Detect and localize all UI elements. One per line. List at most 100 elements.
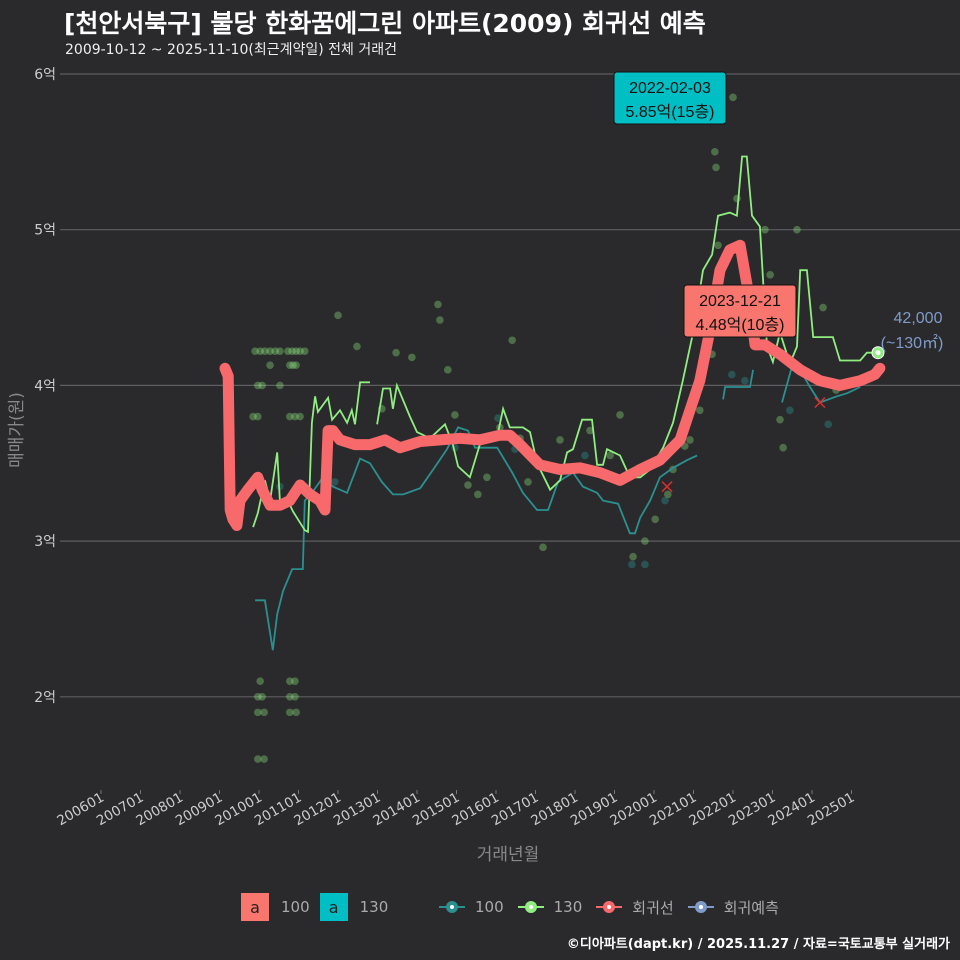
scatter-point-100: [628, 560, 636, 569]
scatter-point-130: [539, 543, 547, 552]
forecast-area-label: (~130㎡): [881, 334, 944, 352]
legend-lines: 100 130 회귀선 회귀예측: [437, 893, 791, 921]
legend-key-3: [687, 901, 714, 913]
scatter-point-130: [606, 451, 614, 460]
scatter-point-130: [766, 271, 774, 279]
caption: ©디아파트(dapt.kr) / 2025.11.27 / 자료=국토교통부 실…: [566, 937, 950, 952]
scatter-point-130: [776, 415, 784, 424]
scatter-point-100: [581, 451, 589, 460]
scatter-point-130: [276, 381, 284, 390]
series-line-130: [252, 155, 878, 534]
scatter-point-130: [276, 347, 284, 355]
scatter-point-130: [586, 426, 594, 435]
scatter-point-130: [696, 406, 704, 415]
scatter-point-130: [664, 490, 672, 499]
scatter-point-130: [271, 347, 279, 355]
scatter-point-130: [254, 755, 262, 763]
scatter-point-100: [824, 420, 832, 429]
scatter-point-130: [291, 693, 299, 701]
scatter-point-130: [286, 708, 294, 717]
legend-line-label: 회귀예측: [723, 898, 779, 917]
scatter-point-130: [761, 225, 769, 234]
scatter-point-100: [641, 560, 649, 569]
legend-box-label-130: 130: [359, 898, 389, 916]
scatter-point-130: [258, 693, 266, 701]
annotation-date: 2023-12-21: [699, 293, 781, 310]
forecast-value-label: 42,000: [894, 310, 943, 327]
legend-line-label: 130: [553, 898, 583, 916]
scatter-point-130: [288, 347, 296, 355]
scatter-point-130: [284, 347, 292, 355]
scatter-point-130: [256, 347, 264, 355]
annotation-date: 2022-02-03: [629, 80, 711, 97]
scatter-point-130: [524, 478, 532, 486]
scatter-point-130: [629, 552, 637, 561]
scatter-point-130: [256, 677, 264, 686]
scatter-point-130: [251, 347, 259, 355]
scatter-point-100: [741, 376, 749, 385]
scatter-point-130: [819, 303, 827, 312]
scatter-point-130: [651, 515, 659, 524]
outlier-x-mark: [661, 481, 673, 493]
outlier-x-mark: [814, 396, 826, 409]
scatter-point-130: [712, 163, 720, 172]
scatter-point-130: [254, 381, 262, 390]
scatter-point-100: [331, 478, 339, 486]
scatter-point-100: [661, 496, 669, 505]
scatter-point-130: [286, 361, 294, 369]
scatter-point-130: [444, 366, 452, 374]
legend-box-130: a: [319, 893, 348, 921]
scatter-point-130: [483, 473, 491, 482]
scatter-point-130: [296, 412, 304, 421]
annotation-box: [683, 284, 797, 338]
scatter-point-100: [786, 406, 794, 415]
scatter-point-130: [301, 347, 309, 355]
scatter-point-130: [260, 708, 268, 717]
scatter-point-130: [464, 481, 472, 489]
legend-key-1: [517, 901, 544, 913]
scatter-point-130: [711, 148, 719, 156]
annotation-box: [613, 71, 727, 125]
scatter-point-130: [714, 241, 722, 250]
annotation-value: 4.48억(10층): [695, 316, 784, 334]
y-tick-label: 5억: [34, 223, 56, 239]
scatter-point-130: [286, 412, 294, 421]
y-tick-label: 4억: [34, 378, 56, 394]
scatter-point-130: [556, 436, 564, 444]
scatter-point-130: [254, 708, 262, 717]
scatter-point-130: [334, 311, 342, 320]
scatter-point-130: [266, 347, 274, 355]
y-tick-label: 2억: [34, 690, 56, 706]
scatter-point-130: [291, 412, 299, 421]
scatter-point-130: [508, 336, 516, 345]
forecast-point-center: [875, 350, 881, 356]
x-axis-label: 거래년월: [477, 845, 540, 865]
chart-subtitle: 2009-10-12 ~ 2025-11-10(최근계약일) 전체 거래건: [65, 42, 397, 58]
scatter-point-130: [641, 537, 649, 545]
scatter-point-130: [258, 381, 266, 390]
y-tick-label: 6억: [34, 67, 56, 83]
scatter-point-130: [292, 708, 300, 717]
scatter-point-130: [733, 194, 741, 203]
scatter-point-130: [266, 361, 274, 369]
scatter-point-130: [436, 316, 444, 324]
legend-line-label: 100: [475, 898, 504, 916]
legend-label-boxes: a 100 a 130: [241, 893, 388, 921]
scatter-point-130: [289, 361, 297, 369]
annotation-label: 2022-02-03 5.85억(15층): [613, 71, 727, 125]
scatter-point-130: [292, 347, 300, 355]
scatter-point-130: [291, 677, 299, 686]
scatter-point-130: [254, 693, 262, 701]
annotation-value: 5.85억(15층): [625, 103, 714, 121]
legend-line-label: 회귀선: [632, 898, 674, 917]
scatter-point-130: [261, 347, 269, 355]
annotation-label: 2023-12-21 4.48억(10층): [683, 284, 797, 338]
scatter-point-130: [286, 693, 294, 701]
scatter-point-130: [249, 412, 257, 421]
scatter-point-100: [728, 370, 736, 379]
legend-key-0: [439, 901, 465, 913]
legend-box-100: a: [241, 893, 269, 921]
scatter-point-130: [392, 348, 400, 357]
scatter-point-130: [286, 677, 294, 686]
